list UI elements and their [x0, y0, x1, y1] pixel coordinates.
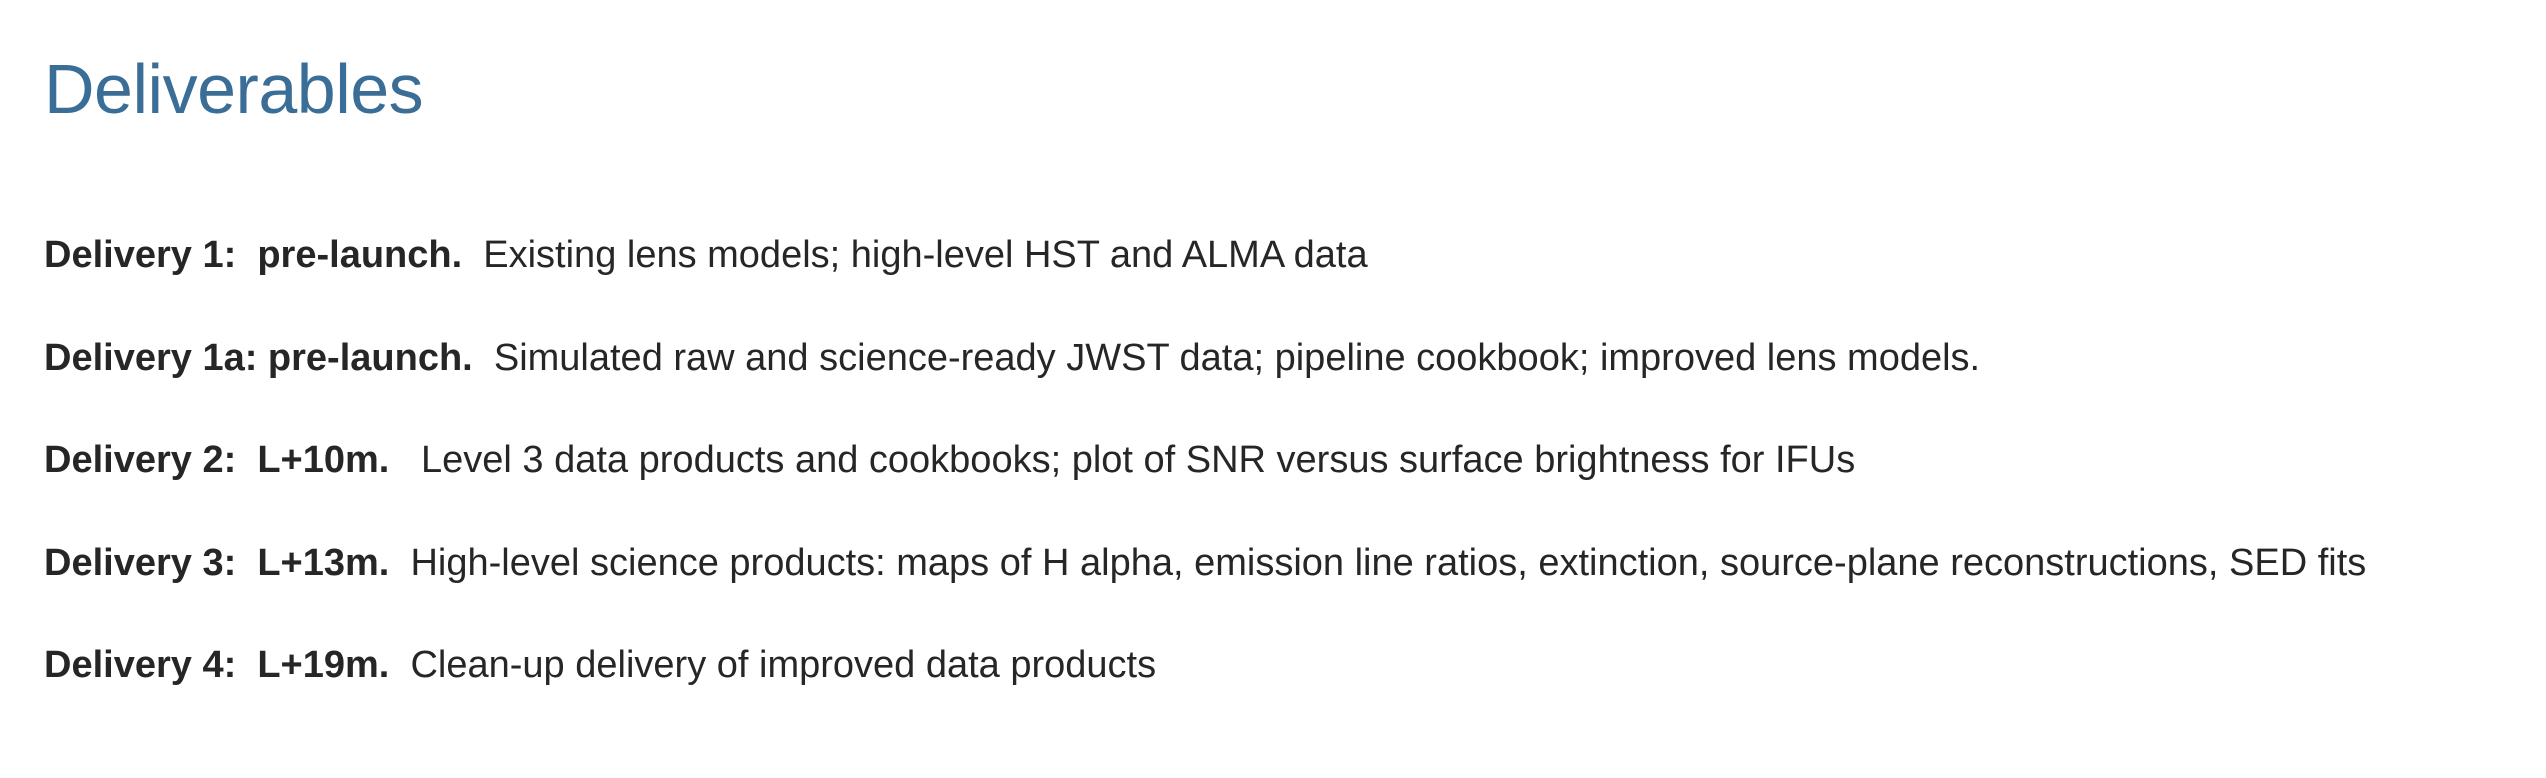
delivery-label: Delivery 1: pre-launch.	[44, 234, 484, 276]
list-item-delivery-1: Delivery 1: pre-launch. Existing lens mo…	[44, 222, 2366, 325]
page-title: Deliverables	[44, 50, 424, 128]
delivery-description: Clean-up delivery of improved data produ…	[410, 644, 1157, 686]
deliverables-list: Delivery 1: pre-launch. Existing lens mo…	[44, 222, 2366, 735]
delivery-description: Level 3 data products and cookbooks; plo…	[421, 439, 1856, 481]
list-item-delivery-2: Delivery 2: L+10m. Level 3 data products…	[44, 427, 2366, 530]
list-item-delivery-4: Delivery 4: L+19m. Clean-up delivery of …	[44, 632, 2366, 735]
delivery-label: Delivery 4: L+19m.	[44, 644, 411, 686]
list-item-delivery-1a: Delivery 1a: pre-launch. Simulated raw a…	[44, 325, 2366, 428]
list-item-delivery-3: Delivery 3: L+13m. High-level science pr…	[44, 530, 2366, 633]
delivery-description: Simulated raw and science-ready JWST dat…	[493, 336, 1981, 379]
delivery-description: Existing lens models; high-level HST and…	[483, 234, 1368, 276]
delivery-label: Delivery 1a: pre-launch.	[44, 336, 494, 379]
delivery-label: Delivery 3: L+13m.	[44, 541, 411, 584]
delivery-label: Delivery 2: L+10m.	[44, 439, 422, 481]
delivery-description: High-level science products: maps of H a…	[410, 541, 2367, 584]
